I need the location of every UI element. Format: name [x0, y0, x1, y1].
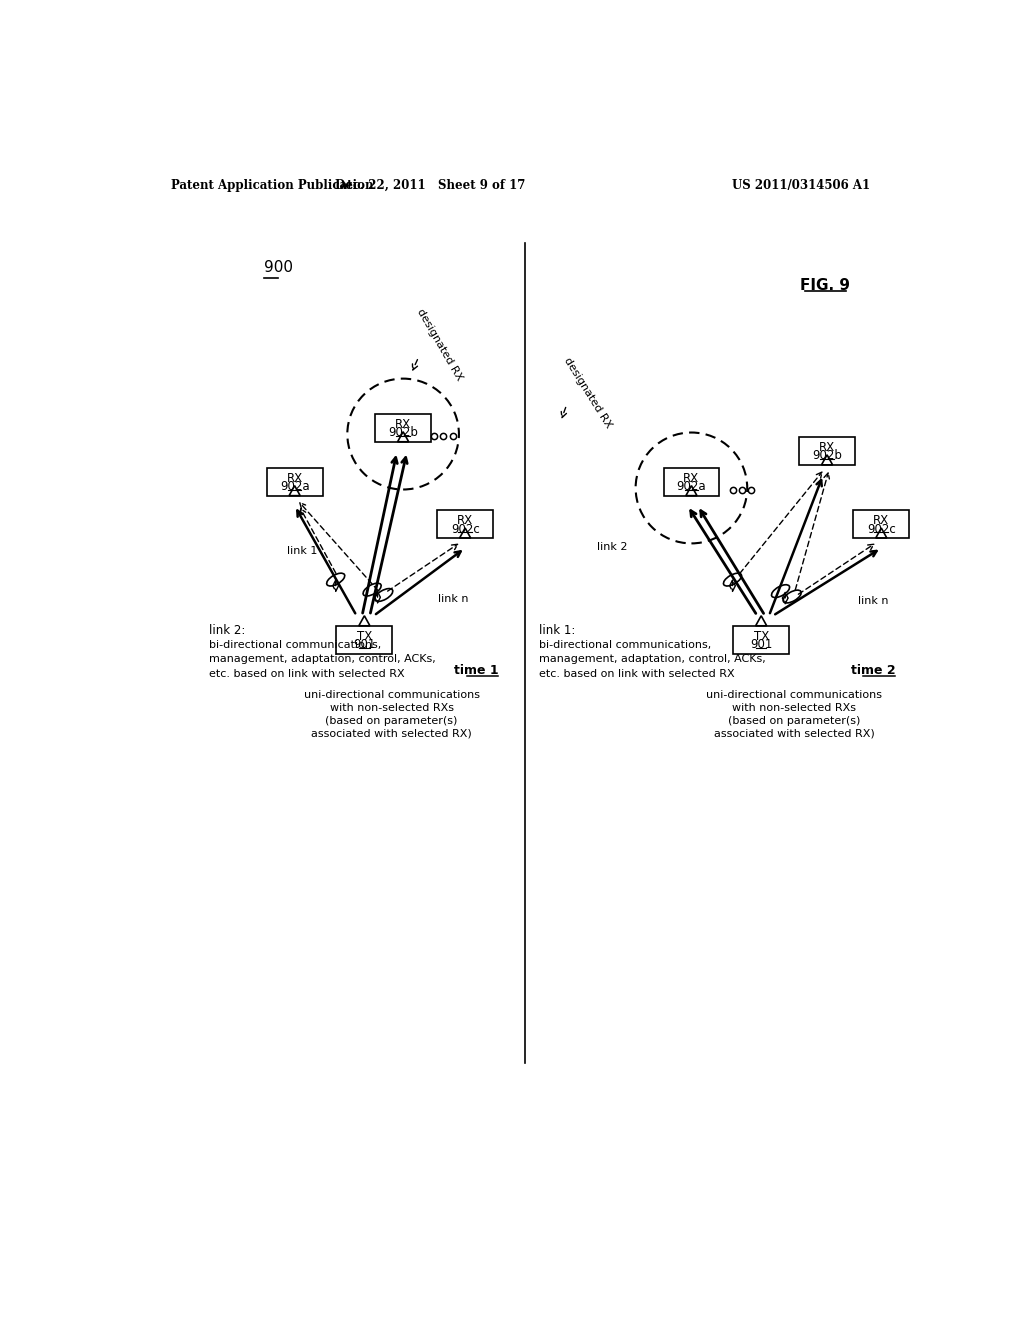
- Text: associated with selected RX): associated with selected RX): [714, 729, 874, 739]
- Text: time 1: time 1: [454, 664, 499, 677]
- Text: link 2:: link 2:: [209, 624, 246, 638]
- Text: Patent Application Publication: Patent Application Publication: [171, 178, 373, 191]
- Bar: [853, 511, 909, 539]
- Text: 902c: 902c: [451, 523, 479, 536]
- Text: 901: 901: [353, 638, 376, 651]
- Text: link 1: link 1: [287, 546, 317, 556]
- Text: RX: RX: [873, 513, 890, 527]
- Text: bi-directional communications,: bi-directional communications,: [209, 640, 382, 649]
- Text: etc. based on link with selected RX: etc. based on link with selected RX: [539, 669, 734, 678]
- Bar: [664, 469, 719, 496]
- Text: RX: RX: [395, 418, 412, 430]
- Text: FIG. 9: FIG. 9: [801, 279, 851, 293]
- Text: 902b: 902b: [812, 450, 842, 462]
- Text: US 2011/0314506 A1: US 2011/0314506 A1: [732, 178, 870, 191]
- Text: RX: RX: [287, 471, 303, 484]
- Text: time 2: time 2: [851, 664, 895, 677]
- Bar: [266, 469, 323, 496]
- Text: 902b: 902b: [388, 426, 418, 440]
- Text: 902c: 902c: [867, 523, 896, 536]
- Text: TX: TX: [356, 630, 372, 643]
- Text: 900: 900: [263, 260, 293, 276]
- Text: uni-directional communications: uni-directional communications: [707, 689, 883, 700]
- Text: bi-directional communications,: bi-directional communications,: [539, 640, 711, 649]
- Text: 902a: 902a: [280, 480, 309, 494]
- Text: designated RX: designated RX: [415, 308, 464, 383]
- Text: uni-directional communications: uni-directional communications: [303, 689, 479, 700]
- Text: link 1:: link 1:: [539, 624, 575, 638]
- Text: associated with selected RX): associated with selected RX): [311, 729, 472, 739]
- Text: (based on parameter(s): (based on parameter(s): [326, 715, 458, 726]
- Text: link n: link n: [438, 594, 469, 603]
- Text: RX: RX: [457, 513, 473, 527]
- Text: management, adaptation, control, ACKs,: management, adaptation, control, ACKs,: [209, 655, 436, 664]
- Text: with non-selected RXs: with non-selected RXs: [732, 702, 856, 713]
- Text: TX: TX: [754, 630, 769, 643]
- Text: RX: RX: [683, 471, 699, 484]
- Bar: [375, 414, 431, 442]
- Text: RX: RX: [819, 441, 836, 454]
- Text: 902a: 902a: [677, 480, 707, 494]
- Text: designated RX: designated RX: [562, 356, 613, 430]
- Text: link n: link n: [858, 597, 889, 606]
- Text: with non-selected RXs: with non-selected RXs: [330, 702, 454, 713]
- Bar: [799, 437, 855, 465]
- Bar: [337, 626, 392, 653]
- Text: Dec. 22, 2011   Sheet 9 of 17: Dec. 22, 2011 Sheet 9 of 17: [335, 178, 525, 191]
- Bar: [733, 626, 790, 653]
- Text: (based on parameter(s): (based on parameter(s): [728, 715, 861, 726]
- Text: etc. based on link with selected RX: etc. based on link with selected RX: [209, 669, 406, 678]
- Text: 901: 901: [750, 638, 772, 651]
- Bar: [437, 511, 493, 539]
- Text: link 2: link 2: [597, 543, 628, 552]
- Text: management, adaptation, control, ACKs,: management, adaptation, control, ACKs,: [539, 655, 766, 664]
